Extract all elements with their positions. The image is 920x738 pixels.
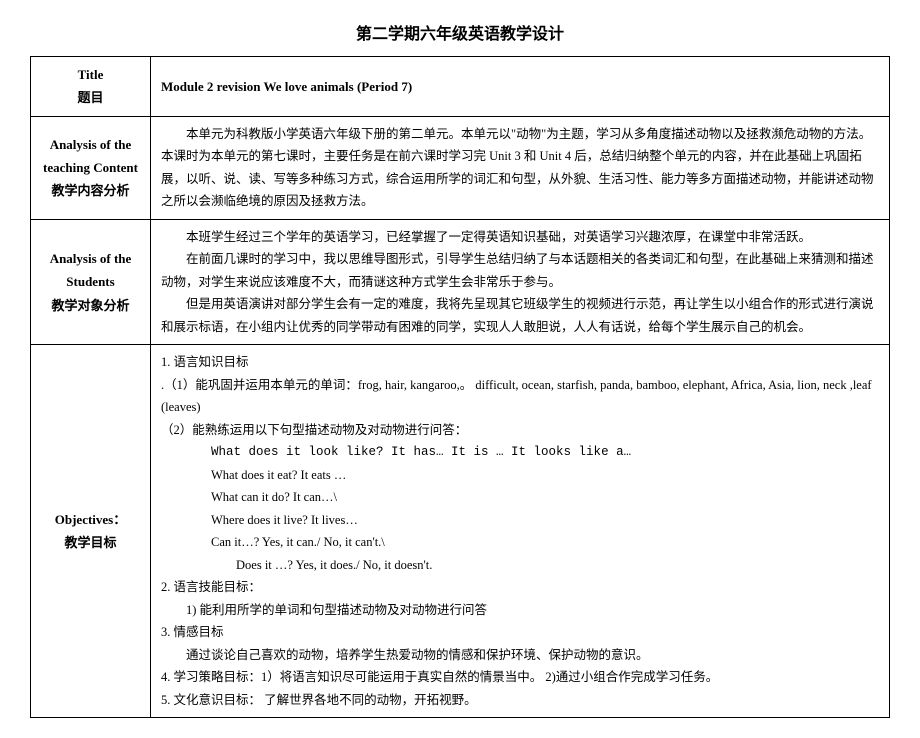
content-title: Module 2 revision We love animals (Perio…: [151, 57, 890, 117]
obj-sentence-6: Does it …? Yes, it does./ No, it doesn't…: [161, 554, 879, 577]
obj-1-sub2: （2）能熟练运用以下句型描述动物及对动物进行问答：: [161, 419, 879, 442]
obj-2-sub1: 1) 能利用所学的单词和句型描述动物及对动物进行问答: [161, 599, 879, 622]
label-title: Title 题目: [31, 57, 151, 117]
row-analysis-students: Analysis of the Students 教学对象分析 本班学生经过三个…: [31, 219, 890, 345]
obj-5: 5. 文化意识目标： 了解世界各地不同的动物，开拓视野。: [161, 689, 879, 712]
obj-sentence-3: What can it do? It can…\: [161, 486, 879, 509]
obj-sentence-1: What does it look like? It has… It is … …: [161, 441, 879, 464]
label-analysis-students: Analysis of the Students 教学对象分析: [31, 219, 151, 345]
ac-para-1: 本单元为科教版小学英语六年级下册的第二单元。本单元以"动物"为主题，学习从多角度…: [161, 123, 879, 213]
as-para-2: 在前面几课时的学习中，我以思维导图形式，引导学生总结归纳了与本话题相关的各类词汇…: [161, 248, 879, 293]
label-ac-zh: 教学内容分析: [41, 179, 140, 202]
page-title: 第二学期六年级英语教学设计: [30, 20, 890, 44]
row-title: Title 题目 Module 2 revision We love anima…: [31, 57, 890, 117]
label-as-en: Analysis of the Students: [41, 247, 140, 294]
label-as-zh: 教学对象分析: [41, 294, 140, 317]
label-title-en: Title: [41, 63, 140, 86]
content-analysis-students: 本班学生经过三个学年的英语学习，已经掌握了一定得英语知识基础，对英语学习兴趣浓厚…: [151, 219, 890, 345]
obj-3-header: 3. 情感目标: [161, 621, 879, 644]
obj-3-sub1: 通过谈论自己喜欢的动物，培养学生热爱动物的情感和保护环境、保护动物的意识。: [161, 644, 879, 667]
obj-1-header: 1. 语言知识目标: [161, 351, 879, 374]
obj-4: 4. 学习策略目标：1）将语言知识尽可能运用于真实自然的情景当中。 2)通过小组…: [161, 666, 879, 689]
content-objectives: 1. 语言知识目标 .（1）能巩固并运用本单元的单词：frog, hair, k…: [151, 345, 890, 718]
obj-sentence-4: Where does it live? It lives…: [161, 509, 879, 532]
content-analysis-content: 本单元为科教版小学英语六年级下册的第二单元。本单元以"动物"为主题，学习从多角度…: [151, 116, 890, 219]
row-analysis-content: Analysis of the teaching Content 教学内容分析 …: [31, 116, 890, 219]
obj-1-sub1: .（1）能巩固并运用本单元的单词：frog, hair, kangaroo,。 …: [161, 374, 879, 419]
label-analysis-content: Analysis of the teaching Content 教学内容分析: [31, 116, 151, 219]
label-obj-zh: 教学目标: [41, 531, 140, 554]
obj-sentence-5: Can it…? Yes, it can./ No, it can't.\: [161, 531, 879, 554]
label-ac-en: Analysis of the teaching Content: [41, 133, 140, 180]
obj-sentence-2: What does it eat? It eats …: [161, 464, 879, 487]
as-para-1: 本班学生经过三个学年的英语学习，已经掌握了一定得英语知识基础，对英语学习兴趣浓厚…: [161, 226, 879, 249]
lesson-plan-table: Title 题目 Module 2 revision We love anima…: [30, 56, 890, 718]
label-objectives: Objectives： 教学目标: [31, 345, 151, 718]
label-title-zh: 题目: [41, 86, 140, 109]
as-para-3: 但是用英语演讲对部分学生会有一定的难度，我将先呈现其它班级学生的视频进行示范，再…: [161, 293, 879, 338]
obj-2-header: 2. 语言技能目标：: [161, 576, 879, 599]
row-objectives: Objectives： 教学目标 1. 语言知识目标 .（1）能巩固并运用本单元…: [31, 345, 890, 718]
label-obj-en: Objectives：: [41, 508, 140, 531]
